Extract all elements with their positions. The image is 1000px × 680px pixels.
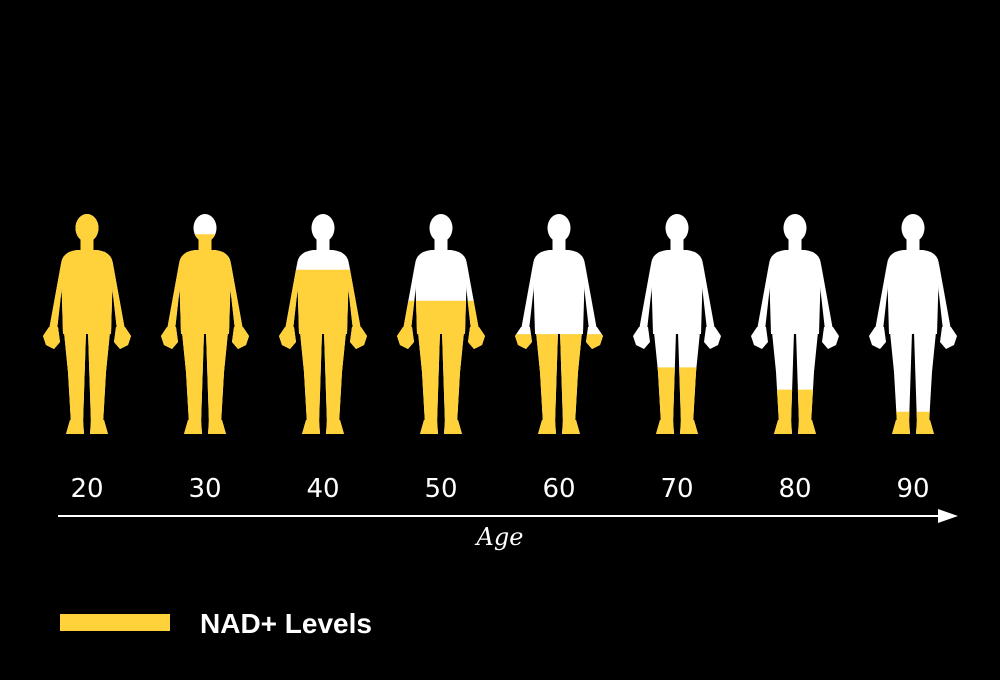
age-tick-label: 50 [424,474,457,504]
age-tick-label: 80 [778,474,811,504]
arrow-right-icon [938,509,958,523]
legend-swatch [60,614,170,631]
figure-age-30 [161,214,249,434]
nad-level-fill-20 [43,214,131,434]
figure-age-90 [869,214,957,434]
human-silhouette-icon [515,214,603,434]
figure-age-40 [279,214,367,434]
human-silhouette-icon [633,214,721,434]
age-tick-label: 70 [660,474,693,504]
figure-age-20 [43,214,131,434]
age-tick-label: 30 [188,474,221,504]
x-axis-title: Age [475,523,524,551]
nad-level-fill-30 [161,234,249,434]
legend-label: NAD+ Levels [200,608,372,639]
age-tick-label: 60 [542,474,575,504]
age-labels-group: 20 30 40 50 60 70 80 90 [70,474,929,504]
human-silhouette-icon [869,214,957,434]
age-tick-label: 20 [70,474,103,504]
figure-age-60 [515,214,603,434]
figure-age-70 [633,214,721,434]
human-silhouette-icon [751,214,839,434]
figure-age-80 [751,214,839,434]
figures-group [43,214,957,434]
age-tick-label: 40 [306,474,339,504]
age-tick-label: 90 [896,474,929,504]
figure-age-50 [397,214,485,434]
